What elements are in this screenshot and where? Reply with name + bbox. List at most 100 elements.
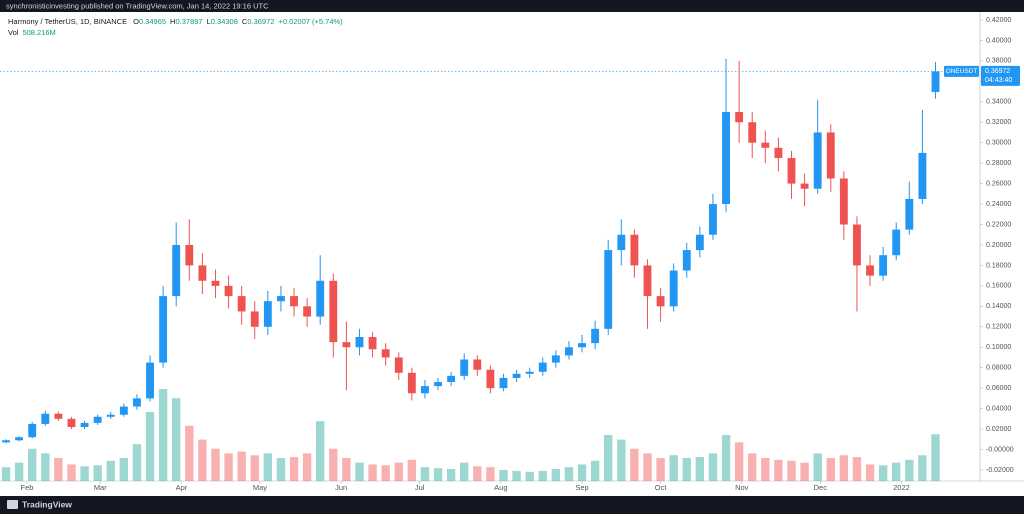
volume-bar bbox=[237, 451, 246, 481]
volume-bar bbox=[800, 462, 809, 481]
candle-body bbox=[54, 413, 63, 419]
y-tick-label: 0.08000 bbox=[986, 365, 1011, 372]
volume-bar bbox=[643, 453, 652, 481]
price-label: 0.36972 bbox=[985, 68, 1010, 75]
candle-body bbox=[931, 71, 940, 92]
candle-body bbox=[604, 250, 613, 329]
candle-body bbox=[800, 183, 809, 189]
legend-value: 0.37897 bbox=[175, 17, 202, 26]
candle-body bbox=[538, 362, 547, 372]
volume-bar bbox=[224, 453, 233, 481]
candle-body bbox=[512, 373, 521, 378]
candle-body bbox=[656, 296, 665, 307]
x-tick-label: Apr bbox=[176, 483, 188, 492]
candle-body bbox=[421, 386, 429, 394]
candle-body bbox=[80, 422, 89, 428]
volume-bar bbox=[119, 458, 129, 481]
candle-body bbox=[355, 337, 364, 348]
candle-body bbox=[735, 112, 744, 123]
volume-bar bbox=[132, 444, 142, 481]
volume-bar bbox=[93, 465, 102, 481]
volume-bar bbox=[14, 462, 24, 481]
y-tick-label: 0.06000 bbox=[986, 385, 1011, 392]
candle-body bbox=[905, 198, 914, 230]
volume-bar bbox=[512, 470, 521, 481]
volume-bar bbox=[41, 453, 50, 481]
candle-body bbox=[591, 328, 600, 344]
volume-bar bbox=[106, 460, 115, 481]
volume-bar bbox=[302, 453, 312, 481]
volume-bar bbox=[145, 412, 155, 481]
volume-bar bbox=[708, 453, 718, 481]
candle-body bbox=[722, 112, 730, 205]
volume-bar bbox=[630, 448, 639, 481]
legend-key: H bbox=[170, 17, 175, 26]
candle-body bbox=[329, 280, 338, 343]
volume-bar bbox=[198, 439, 207, 481]
y-tick-label: 0.24000 bbox=[986, 201, 1011, 208]
volume-bar bbox=[473, 466, 482, 481]
y-tick-label: 0.40000 bbox=[986, 37, 1011, 44]
candle-body bbox=[185, 244, 194, 266]
volume-value: 508.216M bbox=[22, 28, 55, 37]
volume-bar bbox=[695, 457, 705, 481]
x-tick-label: Nov bbox=[735, 483, 749, 492]
candle-body bbox=[407, 372, 416, 394]
volume-bar bbox=[577, 464, 587, 481]
y-tick-label: 0.42000 bbox=[986, 17, 1011, 24]
symbol-badge bbox=[944, 65, 979, 77]
volume-bar bbox=[381, 465, 390, 481]
candle-body bbox=[709, 204, 717, 235]
volume-bar bbox=[407, 459, 417, 481]
volume-bar bbox=[525, 471, 534, 481]
candle-body bbox=[499, 377, 508, 389]
candle-body bbox=[172, 244, 181, 297]
volume-bar bbox=[865, 464, 875, 481]
volume-bar bbox=[682, 458, 691, 481]
legend-title: Harmony / TetherUS, 1D, BINANCE bbox=[8, 17, 127, 26]
volume-bar bbox=[342, 458, 351, 481]
candle-body bbox=[761, 142, 770, 148]
legend-line: Harmony / TetherUS, 1D, BINANCE O0.34965 H… bbox=[8, 17, 343, 26]
candle-body bbox=[918, 152, 927, 199]
candle-body bbox=[774, 147, 783, 159]
y-tick-label: 0.22000 bbox=[986, 221, 1011, 228]
volume-bar bbox=[734, 442, 744, 481]
legend-key: O bbox=[133, 17, 139, 26]
volume-bar bbox=[460, 462, 469, 481]
volume-bar bbox=[250, 455, 259, 481]
volume-bar bbox=[433, 468, 443, 481]
candle-body bbox=[669, 270, 678, 307]
volume-bar bbox=[446, 469, 456, 481]
candle-body bbox=[460, 359, 469, 376]
candle-body bbox=[303, 306, 312, 317]
publish-info: synchronisticinvesting published on Trad… bbox=[6, 1, 269, 10]
y-tick-label: 0.16000 bbox=[986, 283, 1011, 290]
volume-bar bbox=[538, 470, 547, 481]
brand-logo bbox=[7, 500, 18, 509]
candle-body bbox=[159, 296, 168, 363]
volume-bar bbox=[289, 457, 299, 481]
x-tick-label: Aug bbox=[494, 483, 507, 492]
x-tick-label: Sep bbox=[575, 483, 588, 492]
volume-bar bbox=[774, 459, 783, 481]
candle-body bbox=[146, 362, 154, 399]
volume-bar bbox=[211, 448, 220, 481]
legend-value: 0.36972 bbox=[247, 17, 274, 26]
candle-body bbox=[133, 398, 141, 407]
y-tick-label: 0.34000 bbox=[986, 99, 1011, 106]
x-tick-label: May bbox=[253, 483, 267, 492]
volume-bar bbox=[185, 425, 194, 481]
candle-body bbox=[866, 265, 874, 276]
legend-key: C bbox=[242, 17, 248, 26]
candle-body bbox=[237, 296, 246, 312]
candle-body bbox=[381, 349, 390, 358]
volume-bar bbox=[656, 458, 665, 481]
volume-bar bbox=[669, 455, 678, 481]
volume-bar bbox=[892, 462, 901, 481]
candle-body bbox=[813, 132, 822, 189]
volume-bar bbox=[172, 398, 181, 481]
x-tick-label: 2022 bbox=[893, 483, 910, 492]
candle-body bbox=[28, 423, 37, 438]
volume-bar bbox=[931, 434, 940, 481]
